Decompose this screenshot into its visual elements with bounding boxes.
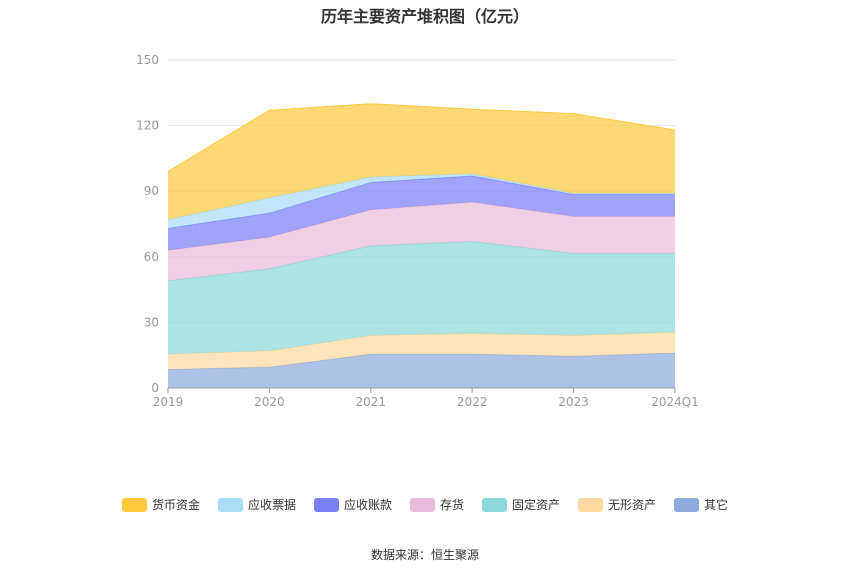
area-series-1[interactable] <box>168 332 675 370</box>
legend-item[interactable]: 其它 <box>674 496 728 513</box>
legend-label: 应收票据 <box>247 498 296 512</box>
legend-label: 其它 <box>704 498 729 512</box>
legend-swatch <box>121 497 147 512</box>
legend-item[interactable]: 应收票据 <box>217 496 296 513</box>
legend-swatch <box>217 497 243 512</box>
area-series-6[interactable] <box>168 103 675 220</box>
area-series-4[interactable] <box>168 175 675 251</box>
legend-swatch <box>482 497 507 512</box>
area-series-3[interactable] <box>168 202 675 281</box>
legend-item[interactable]: 存货 <box>409 496 464 513</box>
area-series-5[interactable] <box>168 173 675 229</box>
legend-label: 固定资产 <box>512 498 561 512</box>
chart-title: 历年主要资产堆积图（亿元） <box>320 7 529 26</box>
legend-item[interactable]: 固定资产 <box>482 496 560 513</box>
area-series-0[interactable] <box>168 353 675 388</box>
legend-label: 应收账款 <box>343 498 392 512</box>
area-series <box>167 103 676 388</box>
area-series-2[interactable] <box>168 241 675 355</box>
legend-label: 无形资产 <box>608 498 657 512</box>
y-tick-label: 90 <box>144 184 159 198</box>
y-tick-label: 0 <box>151 381 159 395</box>
legend-label: 货币资金 <box>151 498 200 512</box>
y-tick-label: 120 <box>136 119 159 133</box>
axes: 0 30 60 90 120 150 2019 2020 2021 2022 2023 2024Q1 <box>136 53 699 409</box>
legend-swatch <box>674 497 700 512</box>
x-tick-label: 2020 <box>254 395 285 409</box>
x-tick-label: 2022 <box>457 395 488 409</box>
x-tick-label: 2019 <box>153 395 184 409</box>
legend-swatch <box>409 497 435 512</box>
legend: 货币资金 应收票据 应收账款 存货 固定资产 无形资产 其它 <box>0 496 850 513</box>
x-tick-label: 2023 <box>558 395 589 409</box>
legend-swatch <box>313 497 339 512</box>
legend-item[interactable]: 货币资金 <box>121 496 200 513</box>
series-line-6 <box>167 103 676 172</box>
legend-item[interactable]: 应收账款 <box>313 496 392 513</box>
source-label: 数据来源：恒生聚源 <box>370 548 479 562</box>
y-tick-label: 150 <box>136 53 159 67</box>
y-tick-label: 60 <box>144 250 159 264</box>
x-tick-label: 2024Q1 <box>651 395 699 409</box>
legend-item[interactable]: 无形资产 <box>578 496 656 513</box>
x-tick-label: 2021 <box>356 395 387 409</box>
legend-label: 存货 <box>439 498 464 512</box>
legend-swatch <box>578 497 604 512</box>
y-tick-label: 30 <box>144 315 159 329</box>
